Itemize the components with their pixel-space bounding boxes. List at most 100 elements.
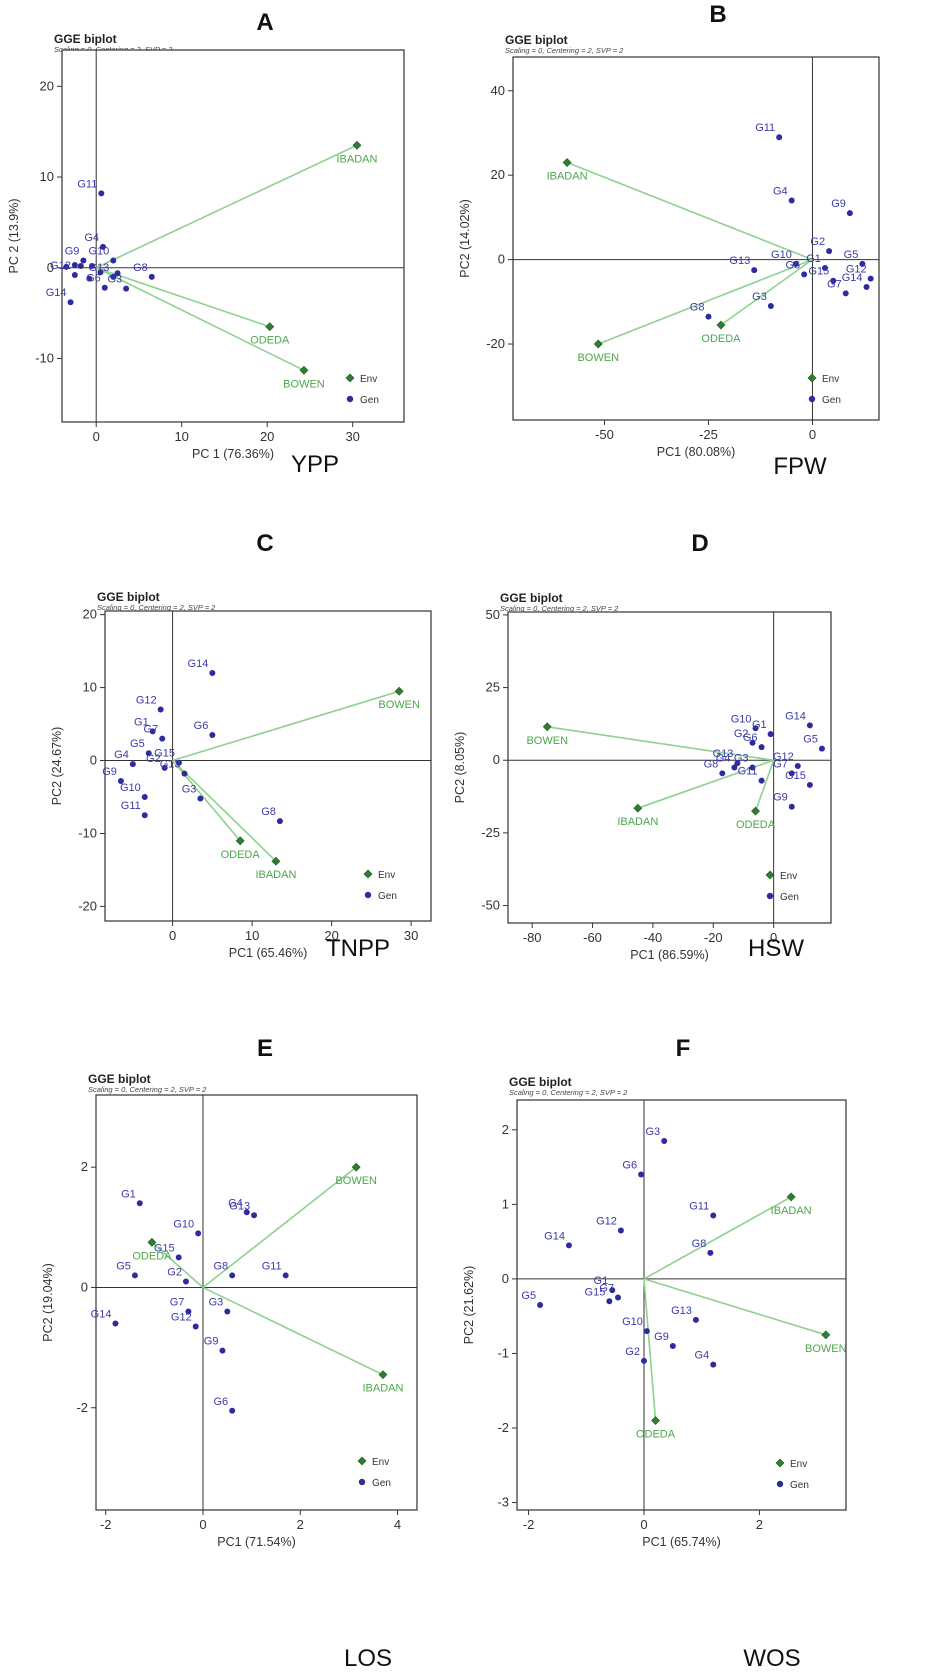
genotype-point-g1 <box>767 731 774 738</box>
legend-gen-label: Gen <box>360 395 379 406</box>
env-point-odeda <box>751 806 760 816</box>
genotype-label-g1: G1 <box>134 716 149 728</box>
genotype-point-g3 <box>767 303 774 310</box>
legend-gen-marker <box>776 1480 784 1488</box>
genotype-label-g7: G7 <box>144 724 159 736</box>
genotype-point <box>86 275 93 282</box>
env-point-odeda <box>147 1237 157 1247</box>
env-label-odeda: ODEDA <box>636 1429 676 1441</box>
x-tick-label: 0 <box>809 427 816 442</box>
env-point-odeda <box>265 322 275 332</box>
y-tick-label: -25 <box>481 825 500 840</box>
legend-gen-marker <box>358 1478 366 1486</box>
x-tick-label: 30 <box>404 928 418 943</box>
legend: Env Gen <box>363 869 397 902</box>
genotype-label-g13: G13 <box>229 1200 250 1212</box>
env-label-ibadan: IBADAN <box>336 153 377 165</box>
legend-gen-label: Gen <box>790 1480 809 1491</box>
genotype-point-g11 <box>282 1272 289 1279</box>
legend-env-label: Env <box>822 374 839 385</box>
env-point-bowen <box>542 722 552 732</box>
panel-letter: F <box>676 1035 691 1062</box>
genotype-label-g6: G6 <box>213 1396 228 1408</box>
genotype-label-g8: G8 <box>704 758 719 770</box>
env-label-bowen: BOWEN <box>335 1175 377 1187</box>
genotype-point-g11 <box>776 134 783 141</box>
legend-gen-label: Gen <box>378 891 397 902</box>
genotype-label-g7: G7 <box>170 1297 185 1309</box>
x-axis-label: PC1 (80.08%) <box>657 445 736 459</box>
legend-env-marker <box>775 1458 785 1468</box>
genotype-point-g4 <box>788 197 795 204</box>
genotype-label-g13: G13 <box>160 759 181 771</box>
genotype-label-g6: G6 <box>785 259 800 271</box>
y-tick-label: 0 <box>81 1279 88 1294</box>
genotype-label-g11: G11 <box>755 122 775 134</box>
genotype-label-g13: G13 <box>671 1305 692 1317</box>
plot-frame <box>104 610 432 922</box>
genotype-point-g6 <box>758 744 765 751</box>
genotype-point-g9 <box>219 1347 226 1354</box>
y-tick-label: 40 <box>491 83 505 98</box>
genotype-point-g10 <box>195 1230 202 1237</box>
genotype-point-g1 <box>609 1287 616 1294</box>
genotype-point-g11 <box>758 777 765 784</box>
genotype-point-g4 <box>243 1209 250 1216</box>
env-vector-odeda <box>151 1241 204 1289</box>
genotype-label-g15: G15 <box>154 748 175 760</box>
trait-label: LOS <box>344 1645 392 1672</box>
y-tick-label: 0 <box>502 1271 509 1286</box>
env-label-ibadan: IBADAN <box>255 869 296 881</box>
genotype-label-g10: G10 <box>622 1316 643 1328</box>
x-tick-label: 0 <box>93 429 100 444</box>
genotype-label-g3: G3 <box>734 753 749 765</box>
genotype-point-g13 <box>751 267 758 274</box>
legend-env-marker <box>765 870 775 880</box>
genotype-label-g12: G12 <box>773 751 794 763</box>
genotype-label-g10: G10 <box>120 782 141 794</box>
y-tick-label: -50 <box>481 898 500 913</box>
genotype-point-g9 <box>846 210 853 217</box>
env-label-bowen: BOWEN <box>283 378 325 390</box>
y-tick-label: 0 <box>90 753 97 768</box>
genotype-label-g9: G9 <box>773 792 788 804</box>
genotype-point-g5 <box>145 750 152 757</box>
y-axis-label: PC 2 (13.9%) <box>7 198 21 273</box>
genotype-point-g1 <box>149 728 156 735</box>
genotype-label-g4: G4 <box>716 753 731 765</box>
genotype-point-g7 <box>615 1294 622 1301</box>
genotype-label-g4: G4 <box>84 232 99 244</box>
env-point-ibadan <box>633 803 643 813</box>
genotype-point-g5 <box>131 1272 138 1279</box>
y-tick-label: -10 <box>78 825 97 840</box>
genotype-point-g14 <box>209 670 216 676</box>
x-tick-label: -60 <box>583 930 602 945</box>
genotype-point-g12 <box>71 272 78 279</box>
genotype-point-g5 <box>537 1302 544 1308</box>
genotype-point-g15 <box>175 1254 182 1261</box>
genotype-label-g3: G3 <box>752 291 767 303</box>
genotype-label-g10: G10 <box>771 249 792 261</box>
genotype-label-g2: G2 <box>734 728 749 740</box>
genotype-point <box>71 262 78 269</box>
env-label-ibadan: IBADAN <box>547 171 588 183</box>
legend-gen-label: Gen <box>372 1478 391 1489</box>
env-point-odeda <box>235 836 245 846</box>
x-tick-label: -50 <box>595 427 614 442</box>
genotype-point-g15 <box>806 781 813 788</box>
genotype-label-g8: G8 <box>261 806 276 818</box>
genotype-label-g6: G6 <box>743 732 758 744</box>
genotype-label-g11: G11 <box>77 178 97 190</box>
x-tick-label: 0 <box>199 1517 206 1532</box>
y-tick-label: 50 <box>486 607 500 622</box>
genotype-point-g10 <box>110 257 117 264</box>
biplot-subtitle: Scaling = 0, Centering = 2, SVP = 2 <box>505 46 624 55</box>
genotype-point-g5 <box>859 260 866 267</box>
y-tick-label: 20 <box>83 607 97 622</box>
trait-label: WOS <box>743 1645 800 1672</box>
env-vector-bowen <box>597 258 813 345</box>
